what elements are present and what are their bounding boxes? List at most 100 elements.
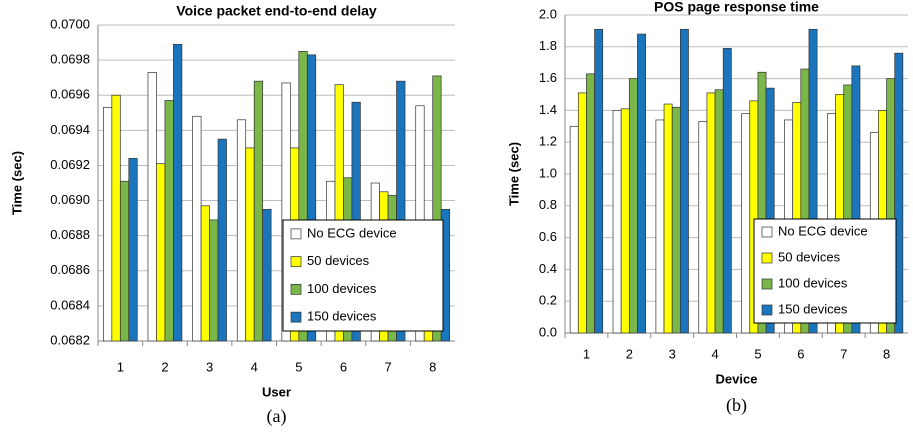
bar <box>628 78 638 334</box>
bar <box>236 119 247 342</box>
y-tick-label: 1.6 <box>539 70 557 85</box>
bar <box>741 113 751 334</box>
bar <box>620 108 630 334</box>
y-tick-label: 1.8 <box>539 38 557 53</box>
bar <box>192 115 202 342</box>
x-tick-label: 5 <box>754 346 761 361</box>
y-tick-label: 0.2 <box>539 293 557 308</box>
bar <box>894 52 904 334</box>
bar <box>306 54 317 342</box>
bar <box>612 110 622 334</box>
bar <box>655 119 665 334</box>
x-tick-label: 6 <box>797 346 804 361</box>
bar <box>396 80 406 342</box>
x-tick-label: 5 <box>295 359 302 374</box>
x-tick-label: 6 <box>340 359 347 374</box>
bar <box>698 121 708 334</box>
x-tick-label: 8 <box>429 359 436 374</box>
y-axis-label: Time (sec) <box>506 142 521 206</box>
bar <box>714 89 724 334</box>
bar <box>164 100 174 342</box>
x-tick-label: 4 <box>251 359 258 374</box>
bar <box>722 48 732 334</box>
legend-swatch <box>290 311 302 323</box>
bar <box>128 158 138 342</box>
x-tick-label: 2 <box>626 346 633 361</box>
bar <box>808 28 818 334</box>
bar <box>103 107 113 342</box>
y-tick-label: 0.4 <box>539 261 557 276</box>
legend-label: 100 devices <box>778 275 848 290</box>
legend-swatch <box>761 252 773 264</box>
y-tick-label: 0.0692 <box>50 157 90 172</box>
bar <box>209 219 219 342</box>
bar <box>432 75 442 342</box>
bar <box>569 125 579 334</box>
bar <box>706 92 716 334</box>
bar <box>671 106 681 334</box>
legend-swatch <box>761 304 773 316</box>
x-tick-label: 3 <box>206 359 213 374</box>
x-tick-label: 1 <box>117 359 124 374</box>
bar <box>262 208 272 342</box>
legend <box>282 219 444 332</box>
legend-label: No ECG device <box>307 225 397 240</box>
bar <box>851 65 861 334</box>
legend-swatch <box>290 256 302 267</box>
legend <box>753 218 897 324</box>
bar <box>586 73 595 334</box>
legend-label: 100 devices <box>307 281 377 296</box>
y-tick-label: 0.0688 <box>50 227 90 242</box>
x-axis-label: Device <box>716 371 758 386</box>
x-tick-label: 1 <box>583 346 590 361</box>
x-tick-label: 7 <box>840 346 847 361</box>
y-tick-label: 0.0682 <box>50 332 90 347</box>
x-tick-label: 2 <box>161 359 168 374</box>
bar <box>200 205 210 342</box>
bar <box>173 43 183 342</box>
bar <box>663 103 673 334</box>
caption: (a) <box>267 406 287 427</box>
chart-title: POS page response time <box>654 0 819 15</box>
y-axis-label: Time (sec) <box>9 151 24 215</box>
bar <box>679 28 689 334</box>
x-tick-label: 4 <box>711 346 718 361</box>
x-tick-label: 3 <box>669 346 676 361</box>
y-tick-label: 0.6 <box>539 229 557 244</box>
legend-label: No ECG device <box>778 223 868 238</box>
y-tick-label: 0.0686 <box>50 262 90 277</box>
y-tick-label: 0.0700 <box>50 16 90 31</box>
legend-label: 150 devices <box>307 309 377 324</box>
legend-label: 50 devices <box>307 253 370 268</box>
y-tick-label: 0.0696 <box>50 87 90 102</box>
caption: (b) <box>726 395 747 416</box>
y-tick-label: 0.8 <box>539 197 557 212</box>
legend-label: 150 devices <box>778 301 848 316</box>
y-tick-label: 0.0690 <box>50 192 90 207</box>
legend-swatch <box>761 278 773 290</box>
bar <box>217 138 227 342</box>
y-tick-label: 1.0 <box>539 165 557 180</box>
x-tick-label: 7 <box>384 359 391 374</box>
bar <box>156 163 166 342</box>
bar <box>577 92 587 334</box>
y-tick-label: 2.0 <box>539 6 557 21</box>
y-tick-label: 1.4 <box>539 102 557 117</box>
bar <box>119 180 130 342</box>
y-tick-label: 0.0694 <box>50 122 90 137</box>
y-tick-label: 1.2 <box>539 134 557 149</box>
bar <box>147 72 157 342</box>
chart-title: Voice packet end-to-end delay <box>176 3 377 19</box>
bar <box>253 80 264 342</box>
bar <box>637 33 646 334</box>
bar <box>111 94 121 342</box>
legend-label: 50 devices <box>778 249 841 264</box>
legend-swatch <box>290 228 302 240</box>
bar <box>765 87 775 334</box>
x-axis-label: User <box>262 384 291 399</box>
legend-swatch <box>290 284 302 295</box>
y-tick-label: 0.0698 <box>50 52 90 67</box>
y-tick-label: 0.0684 <box>50 297 90 312</box>
y-tick-label: 0.0 <box>539 324 557 339</box>
